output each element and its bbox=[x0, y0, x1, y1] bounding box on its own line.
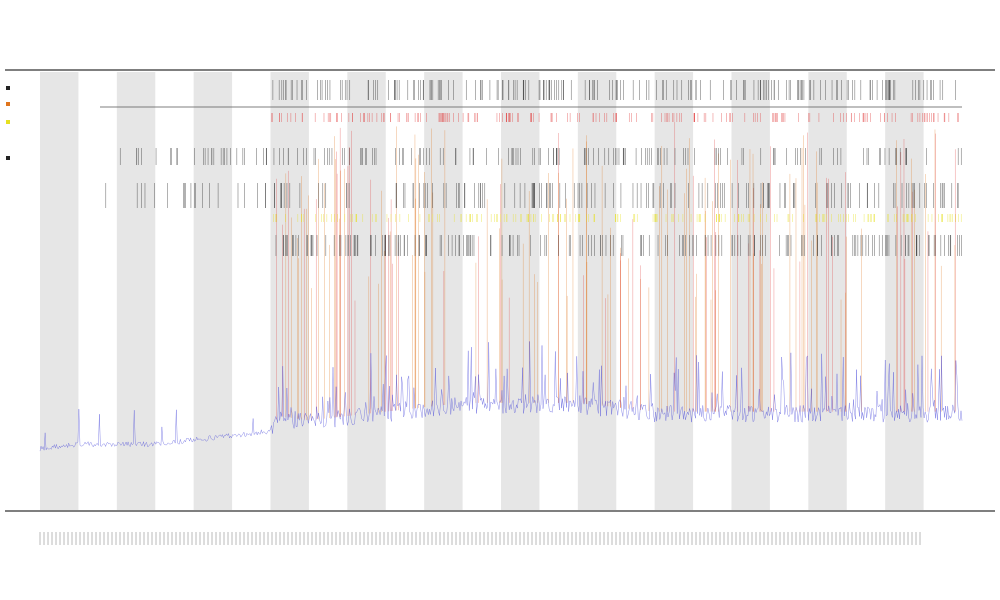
legend-swatch bbox=[6, 102, 10, 106]
shaded-band bbox=[193, 72, 233, 510]
shaded-band bbox=[347, 72, 386, 510]
legend-swatch bbox=[6, 156, 10, 160]
shaded-band bbox=[501, 72, 540, 510]
signal-line bbox=[39, 341, 963, 452]
event-tracks bbox=[105, 80, 962, 256]
signal-trace bbox=[39, 341, 963, 452]
shaded-band bbox=[270, 72, 309, 510]
axes bbox=[5, 69, 995, 512]
shaded-band bbox=[731, 72, 770, 510]
event-spikes bbox=[275, 122, 956, 421]
shaded-band bbox=[577, 72, 617, 510]
shaded-bands bbox=[40, 72, 924, 510]
shaded-band bbox=[885, 72, 924, 510]
shaded-band bbox=[808, 72, 847, 510]
shaded-band bbox=[116, 72, 156, 510]
x-tick-labels bbox=[39, 532, 921, 545]
shaded-band bbox=[424, 72, 463, 510]
shaded-band bbox=[40, 72, 79, 510]
legend bbox=[6, 86, 10, 160]
shaded-band bbox=[654, 72, 694, 510]
legend-swatch bbox=[6, 120, 10, 124]
legend-swatch bbox=[6, 86, 10, 90]
